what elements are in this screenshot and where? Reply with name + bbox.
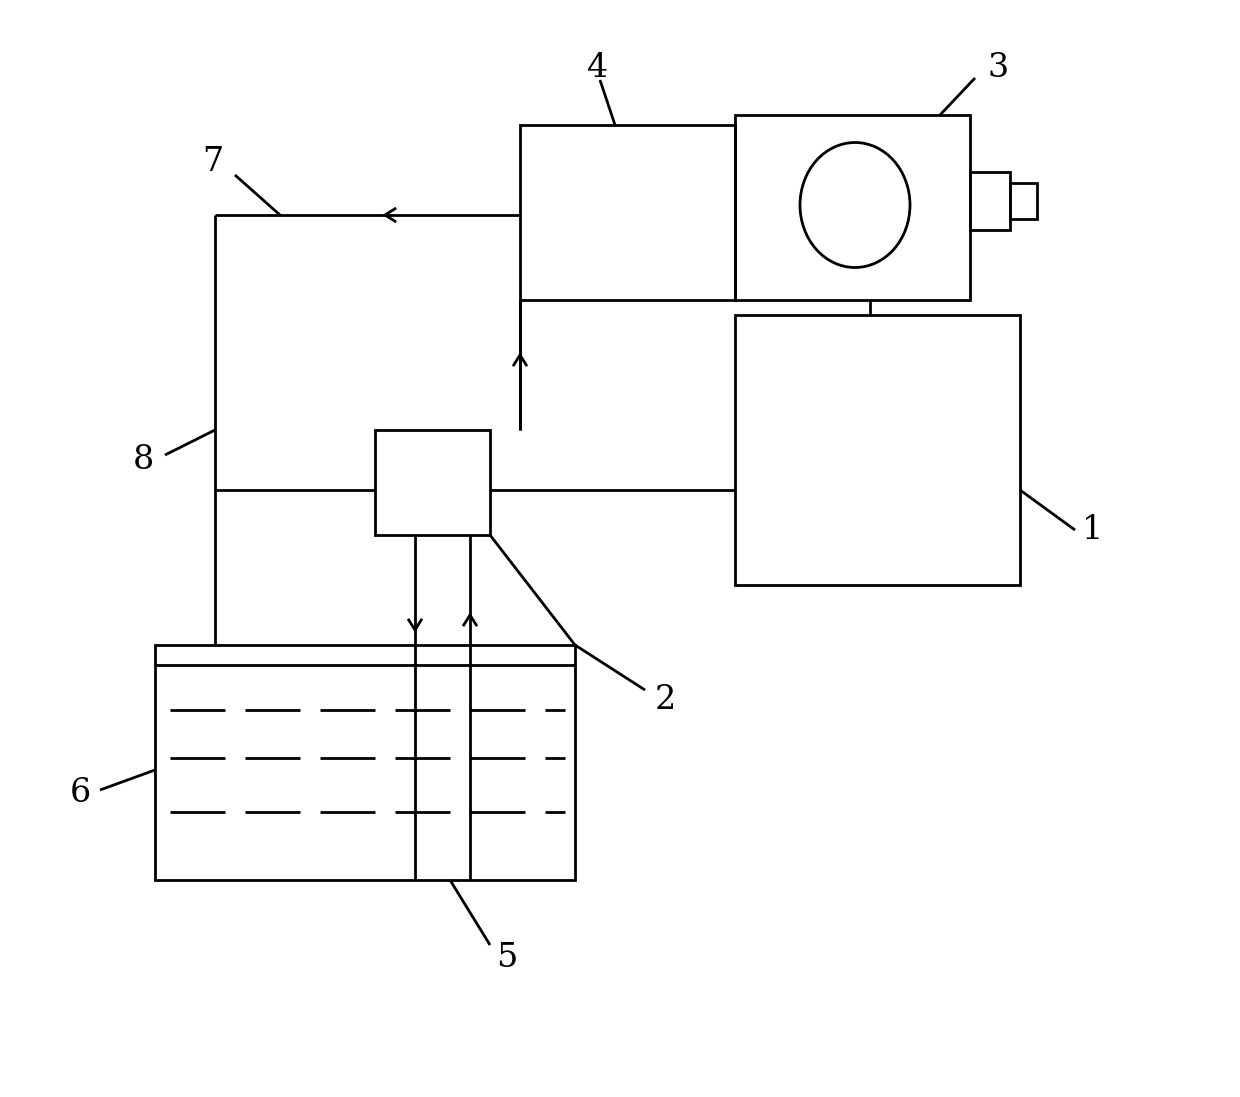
Bar <box>1011 183 1037 219</box>
Text: 8: 8 <box>133 444 154 476</box>
Text: 2: 2 <box>655 685 676 716</box>
Bar <box>735 115 970 299</box>
Text: 5: 5 <box>496 942 517 974</box>
Text: 3: 3 <box>987 52 1008 84</box>
Bar <box>520 125 735 299</box>
Bar <box>735 315 1021 585</box>
Text: 4: 4 <box>588 52 609 84</box>
Text: 1: 1 <box>1083 514 1104 546</box>
Text: 7: 7 <box>202 146 223 178</box>
Bar <box>970 172 1011 230</box>
Bar <box>155 645 575 880</box>
Text: 6: 6 <box>69 777 91 808</box>
Bar <box>374 430 490 535</box>
